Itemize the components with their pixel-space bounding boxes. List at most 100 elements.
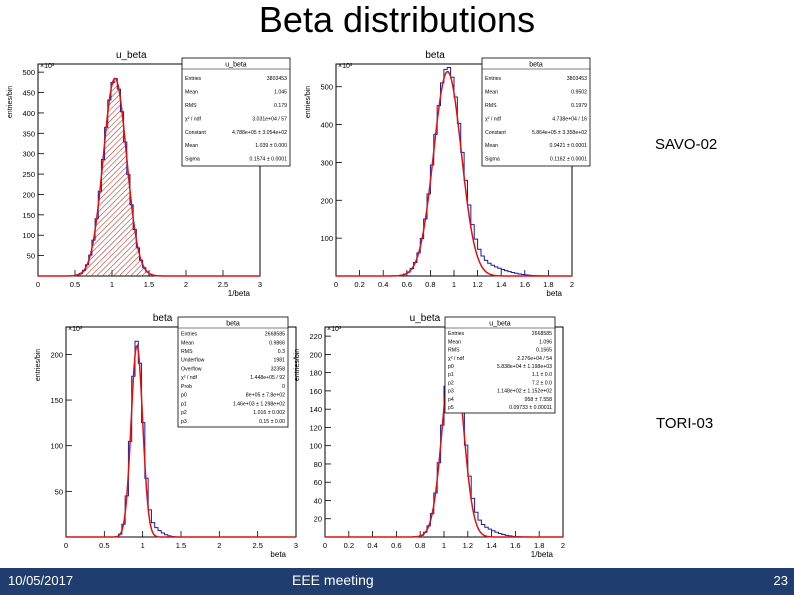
stats-value: 1.045 xyxy=(274,90,287,96)
stats-key: χ² / ndf xyxy=(181,375,198,381)
x-tick-label: 0 xyxy=(323,541,327,550)
x-tick-label: 1.6 xyxy=(520,280,530,289)
x-tick-label: 0.2 xyxy=(344,541,354,550)
plot-savo-beta: beta ×10³ entries/bin beta 0 0.2 0.4 0.6 0.8 1 1.2… xyxy=(305,50,591,298)
y-tick-label: 100 xyxy=(50,442,63,451)
y-tick-label: 450 xyxy=(22,89,35,98)
x-tick-label: 0.6 xyxy=(391,541,401,550)
stats-key: Sigma xyxy=(485,157,500,163)
x-tick-label: 2.5 xyxy=(218,280,228,289)
x-tick-label: 2 xyxy=(561,541,565,550)
x-tick-label: 1.8 xyxy=(534,541,544,550)
stats-value: 4.738e+04 / 16 xyxy=(552,116,587,122)
stats-value: 7.2 ± 0.0 xyxy=(532,380,552,386)
x-tick-label: 2 xyxy=(184,280,188,289)
y-tick-label: 200 xyxy=(309,350,322,359)
stats-value: 1.448e+05 / 92 xyxy=(250,375,285,381)
stats-box xyxy=(181,57,291,167)
stats-value: 5.864e+05 ± 3.358e+02 xyxy=(532,130,587,136)
x-tick-label: 1.2 xyxy=(463,541,473,550)
y-tick-label: 20 xyxy=(314,515,322,524)
plot-title: beta xyxy=(153,313,173,324)
y-tick-label: 50 xyxy=(55,487,63,496)
stats-value: 0.15 ± 0.00 xyxy=(259,419,285,425)
footer-page-number: 23 xyxy=(773,573,788,588)
plot-tori-u-beta: u_beta ×10³ entries/bin 1/beta 0 0.2 0.4 0.6 0.8… xyxy=(294,313,565,559)
y-tick-label: 80 xyxy=(314,460,322,469)
stats-value: 0.1565 xyxy=(536,348,552,354)
stats-value: 8e+05 ± 7.8e+02 xyxy=(246,393,285,399)
stats-value: 0.9866 xyxy=(269,340,285,346)
stats-key: p1 xyxy=(181,401,187,407)
stats-value: 32358 xyxy=(271,366,286,372)
y-tick-label: 500 xyxy=(320,83,333,92)
stats-box xyxy=(481,57,591,167)
fit-curve xyxy=(325,344,563,538)
stats-key: Mean xyxy=(181,340,194,346)
y-tick-label: 250 xyxy=(22,170,35,179)
x-tick-label: 0.4 xyxy=(367,541,377,550)
fit-curve xyxy=(66,344,296,538)
x-tick-label: 3 xyxy=(258,280,262,289)
stats-title: u_beta xyxy=(225,62,247,69)
x-tick-label: 1 xyxy=(110,280,114,289)
y-tick-label: 400 xyxy=(22,109,35,118)
stats-key: Entries xyxy=(485,76,502,82)
stats-key: χ² / ndf xyxy=(185,116,202,122)
x-axis-label: 1/beta xyxy=(228,289,251,298)
x-tick-label: 1 xyxy=(452,280,456,289)
stats-box xyxy=(444,316,556,414)
x-tick-label: 0.8 xyxy=(425,280,435,289)
x-tick-label: 2 xyxy=(217,541,221,550)
y-tick-label: 100 xyxy=(309,442,322,451)
stats-key: RMS xyxy=(448,348,460,354)
x-axis-label: beta xyxy=(270,550,286,559)
footer-title: EEE meeting xyxy=(292,572,374,588)
slide-title: Beta distributions xyxy=(258,0,536,40)
y-tick-label: 60 xyxy=(314,478,322,487)
y-tick-label: 400 xyxy=(320,121,333,130)
y-tick-label: 120 xyxy=(309,423,322,432)
stats-value: 958 ± 7.558 xyxy=(525,397,552,403)
stats-value: 0.09733 ± 0.00011 xyxy=(509,405,552,411)
stats-title: u_beta xyxy=(489,321,511,328)
stats-key: Entries xyxy=(185,76,202,82)
stats-key: Prob xyxy=(181,384,192,390)
plot-title: beta xyxy=(425,50,445,61)
x-tick-label: 0 xyxy=(64,541,68,550)
y-tick-label: 140 xyxy=(309,405,322,414)
y-tick-label: 500 xyxy=(22,68,35,77)
x-axis-label: 1/beta xyxy=(531,550,554,559)
stats-key: Constant xyxy=(185,130,206,136)
y-tick-label: 150 xyxy=(50,396,63,405)
stats-key: Entries xyxy=(448,331,465,337)
stats-title: beta xyxy=(529,62,543,69)
stats-key: χ² / ndf xyxy=(448,356,465,362)
x-tick-label: 0.2 xyxy=(354,280,364,289)
x-tick-label: 1.5 xyxy=(144,280,154,289)
stats-key: Constant xyxy=(485,130,506,136)
y-tick-label: 300 xyxy=(320,158,333,167)
x-tick-label: 0 xyxy=(334,280,338,289)
x-tick-label: 1.6 xyxy=(510,541,520,550)
x-tick-label: 2 xyxy=(570,280,574,289)
stats-key: p0 xyxy=(448,364,454,370)
axis-exponent: ×10³ xyxy=(68,326,83,333)
footer-date: 10/05/2017 xyxy=(8,573,74,588)
stats-key: p2 xyxy=(181,410,187,416)
plot-title: u_beta xyxy=(410,313,441,324)
stats-value: 1.096 xyxy=(539,339,552,345)
axis-exponent: ×10³ xyxy=(338,63,353,70)
y-tick-label: 160 xyxy=(309,387,322,396)
x-tick-label: 0.6 xyxy=(402,280,412,289)
y-tick-label: 150 xyxy=(22,211,35,220)
x-tick-label: 1.5 xyxy=(176,541,186,550)
x-tick-label: 0.5 xyxy=(99,541,109,550)
stats-value: 1.1 ± 0.0 xyxy=(532,372,552,378)
x-tick-label: 1 xyxy=(442,541,446,550)
stats-key: p0 xyxy=(181,393,187,399)
x-tick-label: 2.5 xyxy=(252,541,262,550)
stats-key: p1 xyxy=(448,372,454,378)
plot-title: u_beta xyxy=(116,50,147,61)
stats-value: 1.46e+03 ± 1.298e+02 xyxy=(233,401,285,407)
